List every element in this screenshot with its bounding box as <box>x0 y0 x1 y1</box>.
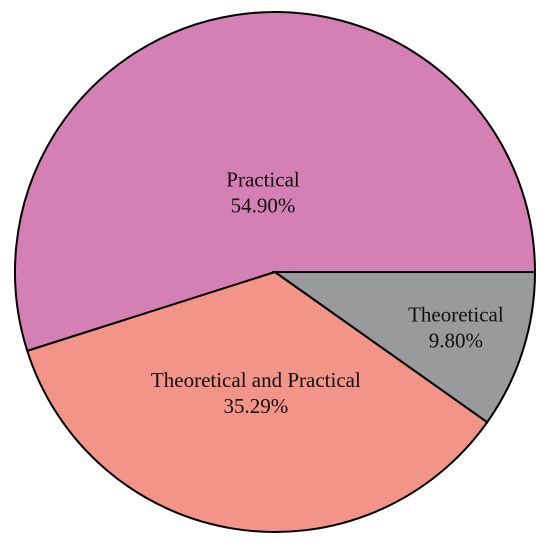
slice-label: Practical <box>226 168 300 192</box>
pie-slice <box>25 270 489 533</box>
pie-slice <box>271 271 537 424</box>
slice-label: Theoretical and Practical <box>151 368 361 392</box>
pie-slice <box>14 11 537 353</box>
slice-value-label: 9.80% <box>429 328 483 352</box>
slice-value-label: 54.90% <box>231 194 296 218</box>
slice-value-label: 35.29% <box>224 394 289 418</box>
slice-label: Theoretical <box>408 302 504 326</box>
